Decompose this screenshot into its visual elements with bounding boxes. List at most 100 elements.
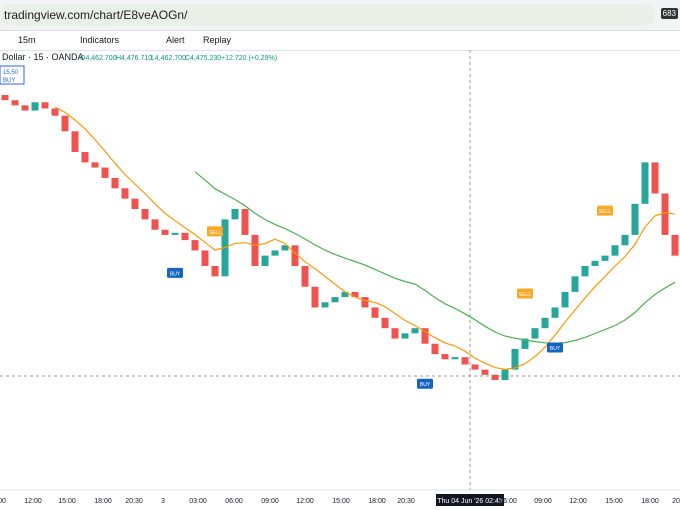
time-label: 09:00 (534, 498, 552, 505)
candle (621, 234, 629, 246)
signal-label: BUY (170, 271, 181, 277)
candle (41, 102, 49, 109)
candle (71, 131, 79, 152)
candle (251, 234, 259, 266)
candle (291, 245, 299, 266)
slow-average (194, 171, 676, 345)
corner-price: 15.50 (3, 70, 19, 76)
signal-tag (167, 267, 183, 278)
candle (431, 343, 439, 355)
candle (31, 102, 39, 111)
corner-box (0, 65, 25, 85)
candle (611, 245, 619, 256)
candle (541, 317, 549, 329)
ohlc-open: O4,462.700 (80, 55, 117, 62)
time-label: Thu 04 Jun '26 02:45 (437, 498, 503, 505)
candle (501, 369, 509, 380)
signal-label: SELL (209, 230, 221, 236)
candle (131, 198, 139, 209)
crosshair-time-box (436, 494, 504, 506)
signal-label: SELL (519, 292, 531, 298)
time-label: 18:00 (368, 498, 386, 505)
candle (121, 188, 129, 199)
candle (551, 307, 559, 318)
ohlc-close: C4,475.230 (185, 55, 221, 62)
time-label: 12:00 (24, 498, 42, 505)
time-label: 00 (0, 498, 6, 505)
indicators-button[interactable]: Indicators (80, 35, 120, 45)
candle (341, 291, 349, 298)
candle (191, 240, 199, 251)
candle (521, 338, 529, 349)
candle (581, 266, 589, 277)
candle (241, 209, 249, 235)
candle (281, 245, 289, 251)
signal-tag (547, 342, 563, 353)
time-label: 15:00 (332, 498, 350, 505)
candle (331, 297, 339, 303)
time-label: 03:00 (189, 498, 207, 505)
ohlc-high: H4,476.710 (116, 55, 152, 62)
signal-tag (517, 288, 533, 299)
candle (171, 232, 179, 235)
candle (311, 286, 319, 308)
candle (231, 209, 239, 220)
browser-bar: tradingview.com/chart/E8veAOGn/ 683 (0, 0, 680, 31)
signal-tag (417, 378, 433, 389)
candle (381, 317, 389, 329)
candle (201, 250, 209, 266)
replay-button[interactable]: Replay (203, 35, 232, 45)
time-label: 06:00 (499, 498, 517, 505)
signal-tag (597, 205, 613, 216)
candle (661, 193, 669, 235)
candle (61, 115, 69, 132)
candle (451, 357, 459, 360)
candle (591, 260, 599, 266)
candle (491, 374, 499, 380)
candle (301, 266, 309, 287)
url-field[interactable]: tradingview.com/chart/E8veAOGn/ (0, 4, 655, 26)
candle (161, 229, 169, 235)
candle (441, 354, 449, 360)
candle (51, 108, 59, 116)
candle (641, 162, 649, 204)
candle (151, 219, 159, 230)
corner-signal: BUY (3, 78, 15, 84)
candle (531, 328, 539, 339)
signal-label: SELL (599, 209, 611, 215)
time-label: 18:00 (641, 498, 659, 505)
candle (671, 234, 679, 256)
candle (111, 177, 119, 189)
candle (401, 333, 409, 339)
candle (141, 209, 149, 220)
candle (511, 348, 519, 370)
signal-label: BUY (420, 382, 431, 388)
candle (361, 297, 369, 308)
fast-average (54, 106, 676, 370)
candle (631, 203, 639, 235)
candle (561, 291, 569, 308)
extension-badge[interactable]: 683 (660, 8, 678, 19)
candle (411, 328, 419, 334)
alert-button[interactable]: Alert (166, 35, 185, 45)
time-label: 12:00 (296, 498, 314, 505)
signal-tag (207, 226, 223, 237)
ohlc-change: +12.720 (+0.29%) (221, 55, 277, 62)
chart: Dollar · 15 · OANDA O4,462.700 H4,476.71… (0, 50, 680, 506)
time-label: 20:30 (397, 498, 415, 505)
interval[interactable]: 15m (18, 35, 36, 45)
candle (1, 95, 9, 101)
time-label: 09:00 (261, 498, 279, 505)
signal-label: BUY (550, 346, 561, 352)
time-label: 3 (161, 498, 165, 505)
candle (601, 255, 609, 261)
candle (481, 369, 489, 375)
candle (571, 276, 579, 292)
candle (471, 364, 479, 370)
toolbar: 15m Indicators Alert Replay (0, 30, 680, 51)
candle (261, 255, 269, 266)
candle (391, 328, 399, 339)
candle (421, 328, 429, 344)
candle (101, 167, 109, 178)
